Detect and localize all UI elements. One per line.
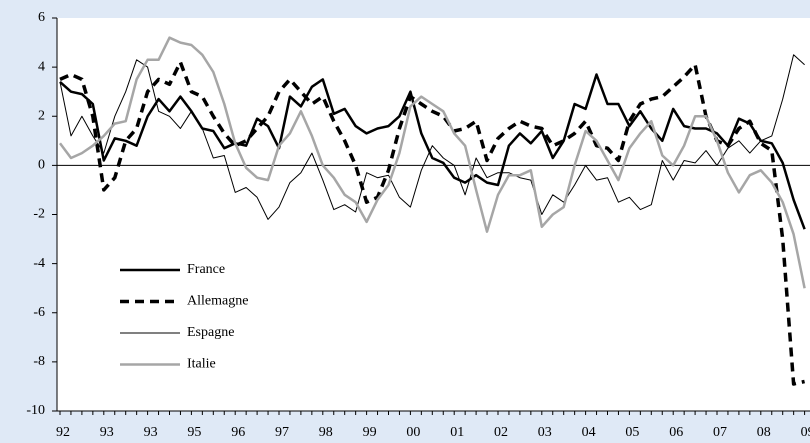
x-tick-label: 00 bbox=[406, 425, 420, 440]
series-line bbox=[58, 36, 806, 289]
legend-label: Italie bbox=[187, 357, 216, 372]
x-tick-label: 93 bbox=[100, 425, 114, 440]
series-line bbox=[59, 54, 805, 220]
x-tick-label: 07 bbox=[713, 425, 727, 440]
x-tick-label: 02 bbox=[494, 425, 508, 440]
y-tick-label: 4 bbox=[38, 59, 45, 74]
series-line bbox=[59, 73, 806, 230]
x-tick-label: 04 bbox=[582, 425, 596, 440]
y-tick-label: 0 bbox=[38, 158, 45, 173]
x-tick-label: 03 bbox=[538, 425, 552, 440]
x-tick-label: 09 bbox=[801, 425, 810, 440]
x-tick-label: 95 bbox=[187, 425, 201, 440]
x-tick-label: 93 bbox=[144, 425, 158, 440]
legend-label: Allemagne bbox=[187, 294, 248, 309]
series-line bbox=[59, 60, 805, 386]
legend-label: Espagne bbox=[187, 325, 234, 340]
y-tick-label: -6 bbox=[33, 305, 45, 320]
x-tick-label: 97 bbox=[275, 425, 289, 440]
y-tick-label: 6 bbox=[38, 10, 45, 25]
x-tick-label: 08 bbox=[757, 425, 771, 440]
y-tick-label: -2 bbox=[33, 207, 45, 222]
x-tick-label: 96 bbox=[231, 425, 245, 440]
plot-area bbox=[57, 18, 810, 411]
x-tick-label: 01 bbox=[450, 425, 464, 440]
x-tick-label: 92 bbox=[56, 425, 70, 440]
y-tick-label: -4 bbox=[33, 256, 45, 271]
y-tick-label: -10 bbox=[26, 403, 45, 418]
x-tick-label: 05 bbox=[625, 425, 639, 440]
legend-label: France bbox=[187, 262, 225, 277]
y-tick-label: 2 bbox=[38, 108, 45, 123]
x-tick-label: 06 bbox=[669, 425, 683, 440]
y-tick-label: -8 bbox=[33, 354, 45, 369]
x-tick-label: 98 bbox=[319, 425, 333, 440]
x-tick-label: 99 bbox=[363, 425, 377, 440]
